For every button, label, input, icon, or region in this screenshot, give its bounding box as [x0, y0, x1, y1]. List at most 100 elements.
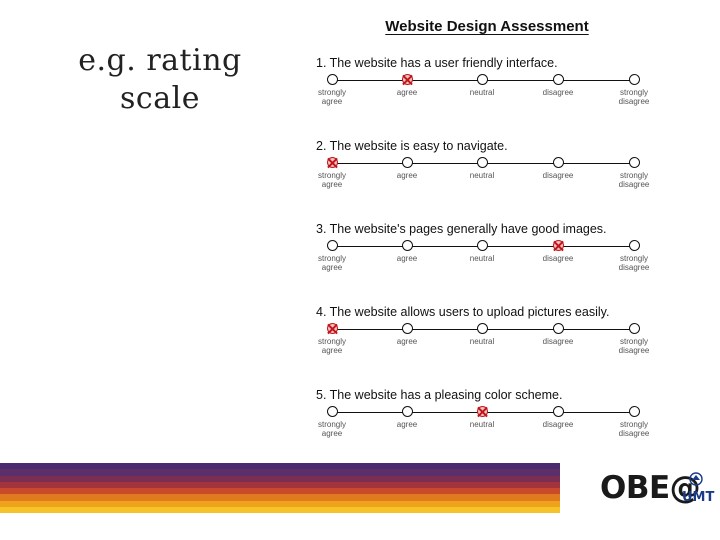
option-label: strongly disagree	[604, 171, 664, 189]
rating-option[interactable]: strongly agree	[302, 240, 362, 272]
question-5: 5. The website has a pleasing color sche…	[316, 386, 666, 456]
radio-icon[interactable]	[326, 406, 338, 417]
option-label: neutral	[452, 420, 512, 429]
selected-radio-icon[interactable]	[401, 74, 413, 85]
option-label-line: disagree	[542, 254, 574, 263]
radio-icon[interactable]	[628, 323, 640, 334]
radio-icon[interactable]	[628, 240, 640, 251]
rating-scale: strongly agree agree neutral disagree strongl…	[316, 406, 666, 456]
option-label-line: disagree	[542, 88, 574, 97]
rating-option[interactable]: strongly agree	[302, 157, 362, 189]
option-label-line: agree	[396, 420, 418, 429]
radio-icon[interactable]	[552, 406, 564, 417]
option-label: neutral	[452, 337, 512, 346]
assessment-form: Website Design Assessment 1. The website…	[300, 18, 660, 438]
option-label-line: agree	[396, 337, 418, 346]
option-label-line: strongly	[619, 420, 648, 429]
radio-icon[interactable]	[552, 157, 564, 168]
radio-icon[interactable]	[476, 323, 488, 334]
option-label-line: strongly	[619, 337, 648, 346]
radio-icon[interactable]	[476, 74, 488, 85]
rating-option[interactable]: strongly disagree	[604, 323, 664, 355]
radio-icon[interactable]	[401, 157, 413, 168]
option-label-line: neutral	[469, 171, 495, 180]
question-1: 1. The website has a user friendly inter…	[316, 54, 666, 124]
option-label: strongly agree	[302, 171, 362, 189]
rating-option[interactable]: strongly disagree	[604, 157, 664, 189]
radio-icon[interactable]	[628, 406, 640, 417]
rating-option[interactable]: disagree	[528, 323, 588, 346]
shield-emblem-icon	[689, 472, 703, 486]
question-text: 5. The website has a pleasing color sche…	[316, 388, 563, 402]
rating-option[interactable]: strongly disagree	[604, 406, 664, 438]
option-label: agree	[377, 171, 437, 180]
rating-option[interactable]: strongly disagree	[604, 74, 664, 106]
question-text: 3. The website's pages generally have go…	[316, 222, 607, 236]
question-3: 3. The website's pages generally have go…	[316, 220, 666, 290]
rating-option[interactable]: strongly agree	[302, 406, 362, 438]
footer-stripe	[0, 506, 560, 513]
radio-icon[interactable]	[401, 240, 413, 251]
radio-icon[interactable]	[326, 74, 338, 85]
rating-scale: strongly agree agree neutral disagree strongl…	[316, 74, 666, 124]
selected-radio-icon[interactable]	[326, 157, 338, 168]
option-label-line: strongly	[317, 88, 346, 97]
option-label: disagree	[528, 420, 588, 429]
rating-option[interactable]: agree	[377, 157, 437, 180]
radio-icon[interactable]	[476, 157, 488, 168]
option-label-line: disagree	[618, 429, 650, 438]
option-label: agree	[377, 88, 437, 97]
rating-option[interactable]: strongly disagree	[604, 240, 664, 272]
rating-option[interactable]: neutral	[452, 157, 512, 180]
rating-option[interactable]: neutral	[452, 323, 512, 346]
selected-radio-icon[interactable]	[476, 406, 488, 417]
rating-option[interactable]: agree	[377, 406, 437, 429]
rating-scale: strongly agree agree neutral disagree strongl…	[316, 240, 666, 290]
option-label-line: agree	[396, 254, 418, 263]
rating-option[interactable]: agree	[377, 74, 437, 97]
radio-icon[interactable]	[552, 74, 564, 85]
footer-stripe	[0, 488, 560, 495]
rating-option[interactable]: neutral	[452, 406, 512, 429]
radio-icon[interactable]	[401, 323, 413, 334]
rating-option[interactable]: neutral	[452, 240, 512, 263]
radio-icon[interactable]	[628, 74, 640, 85]
footer-stripe	[0, 481, 560, 488]
rating-option[interactable]: disagree	[528, 240, 588, 263]
rating-option[interactable]: agree	[377, 240, 437, 263]
option-label-line: agree	[396, 171, 418, 180]
option-label: strongly agree	[302, 88, 362, 106]
radio-icon[interactable]	[552, 323, 564, 334]
option-label: strongly disagree	[604, 88, 664, 106]
option-label: disagree	[528, 254, 588, 263]
option-label: strongly agree	[302, 254, 362, 272]
selected-radio-icon[interactable]	[552, 240, 564, 251]
option-label-line: disagree	[618, 263, 650, 272]
slide-heading-line-2: scale	[120, 81, 200, 116]
rating-option[interactable]: disagree	[528, 406, 588, 429]
option-label-line: agree	[321, 429, 343, 438]
selected-radio-icon[interactable]	[326, 323, 338, 334]
radio-icon[interactable]	[476, 240, 488, 251]
option-label-line: neutral	[469, 420, 495, 429]
rating-option[interactable]: strongly agree	[302, 74, 362, 106]
rating-option[interactable]: agree	[377, 323, 437, 346]
option-label: neutral	[452, 171, 512, 180]
radio-icon[interactable]	[326, 240, 338, 251]
rating-option[interactable]: neutral	[452, 74, 512, 97]
radio-icon[interactable]	[401, 406, 413, 417]
question-2: 2. The website is easy to navigate. stron…	[316, 137, 666, 207]
footer-stripe	[0, 469, 560, 476]
option-label-line: agree	[321, 97, 343, 106]
option-label-line: neutral	[469, 88, 495, 97]
option-label-line: neutral	[469, 337, 495, 346]
question-text: 4. The website allows users to upload pi…	[316, 305, 610, 319]
option-label-line: disagree	[618, 346, 650, 355]
rating-option[interactable]: disagree	[528, 157, 588, 180]
rating-option[interactable]: disagree	[528, 74, 588, 97]
option-label-line: strongly	[317, 254, 346, 263]
rating-option[interactable]: strongly agree	[302, 323, 362, 355]
slide-heading-line-1: e.g. rating	[78, 43, 242, 78]
option-label-line: strongly	[317, 171, 346, 180]
radio-icon[interactable]	[628, 157, 640, 168]
